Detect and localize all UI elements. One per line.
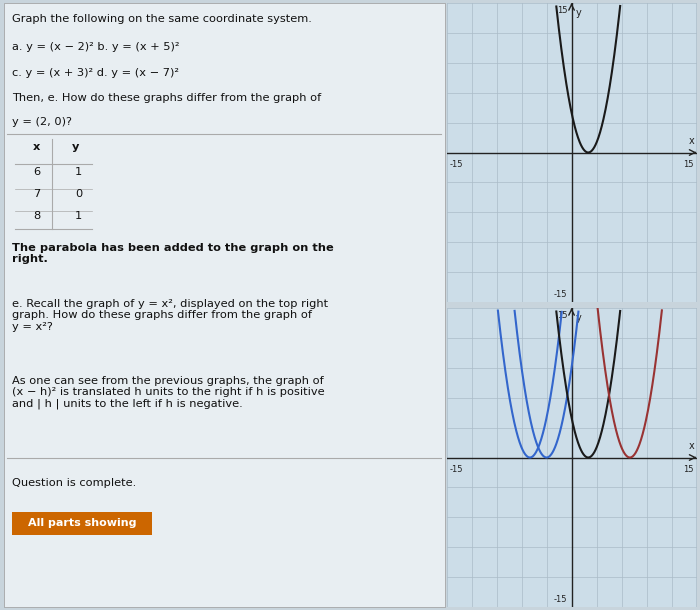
Text: 7: 7 bbox=[33, 188, 40, 199]
Text: Graph the following on the same coordinate system.: Graph the following on the same coordina… bbox=[12, 14, 311, 24]
Text: 15: 15 bbox=[557, 6, 568, 15]
Text: The parabola has been added to the graph on the
right.: The parabola has been added to the graph… bbox=[12, 243, 334, 264]
Text: Then, e. How do these graphs differ from the graph of: Then, e. How do these graphs differ from… bbox=[12, 93, 321, 104]
Text: x: x bbox=[688, 440, 694, 451]
Text: x: x bbox=[33, 142, 41, 152]
Text: y: y bbox=[71, 142, 79, 152]
Text: 1: 1 bbox=[75, 167, 82, 177]
Text: x: x bbox=[688, 135, 694, 146]
Text: 0: 0 bbox=[75, 188, 82, 199]
Text: y = (2, 0)?: y = (2, 0)? bbox=[12, 117, 72, 126]
Text: 15: 15 bbox=[683, 465, 694, 475]
Text: 8: 8 bbox=[33, 210, 40, 220]
Text: 15: 15 bbox=[557, 311, 568, 320]
Text: y: y bbox=[575, 8, 582, 18]
Text: a. y = (x − 2)² b. y = (x + 5)²: a. y = (x − 2)² b. y = (x + 5)² bbox=[12, 42, 179, 52]
Text: -15: -15 bbox=[554, 595, 568, 604]
Text: 6: 6 bbox=[33, 167, 40, 177]
Text: c. y = (x + 3)² d. y = (x − 7)²: c. y = (x + 3)² d. y = (x − 7)² bbox=[12, 68, 179, 78]
Text: As one can see from the previous graphs, the graph of
(x − h)² is translated h u: As one can see from the previous graphs,… bbox=[12, 376, 325, 409]
Text: 15: 15 bbox=[683, 160, 694, 170]
Text: e. Recall the graph of y = x², displayed on the top right
graph. How do these gr: e. Recall the graph of y = x², displayed… bbox=[12, 299, 328, 332]
Text: -15: -15 bbox=[449, 160, 463, 170]
Text: 1: 1 bbox=[75, 210, 82, 220]
Text: -15: -15 bbox=[554, 290, 568, 299]
Text: -15: -15 bbox=[449, 465, 463, 475]
Text: All parts showing: All parts showing bbox=[28, 518, 136, 528]
Text: Question is complete.: Question is complete. bbox=[12, 478, 136, 488]
Text: y: y bbox=[575, 313, 582, 323]
